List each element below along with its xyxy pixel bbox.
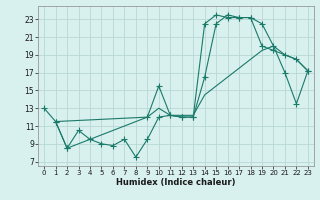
X-axis label: Humidex (Indice chaleur): Humidex (Indice chaleur) <box>116 178 236 187</box>
